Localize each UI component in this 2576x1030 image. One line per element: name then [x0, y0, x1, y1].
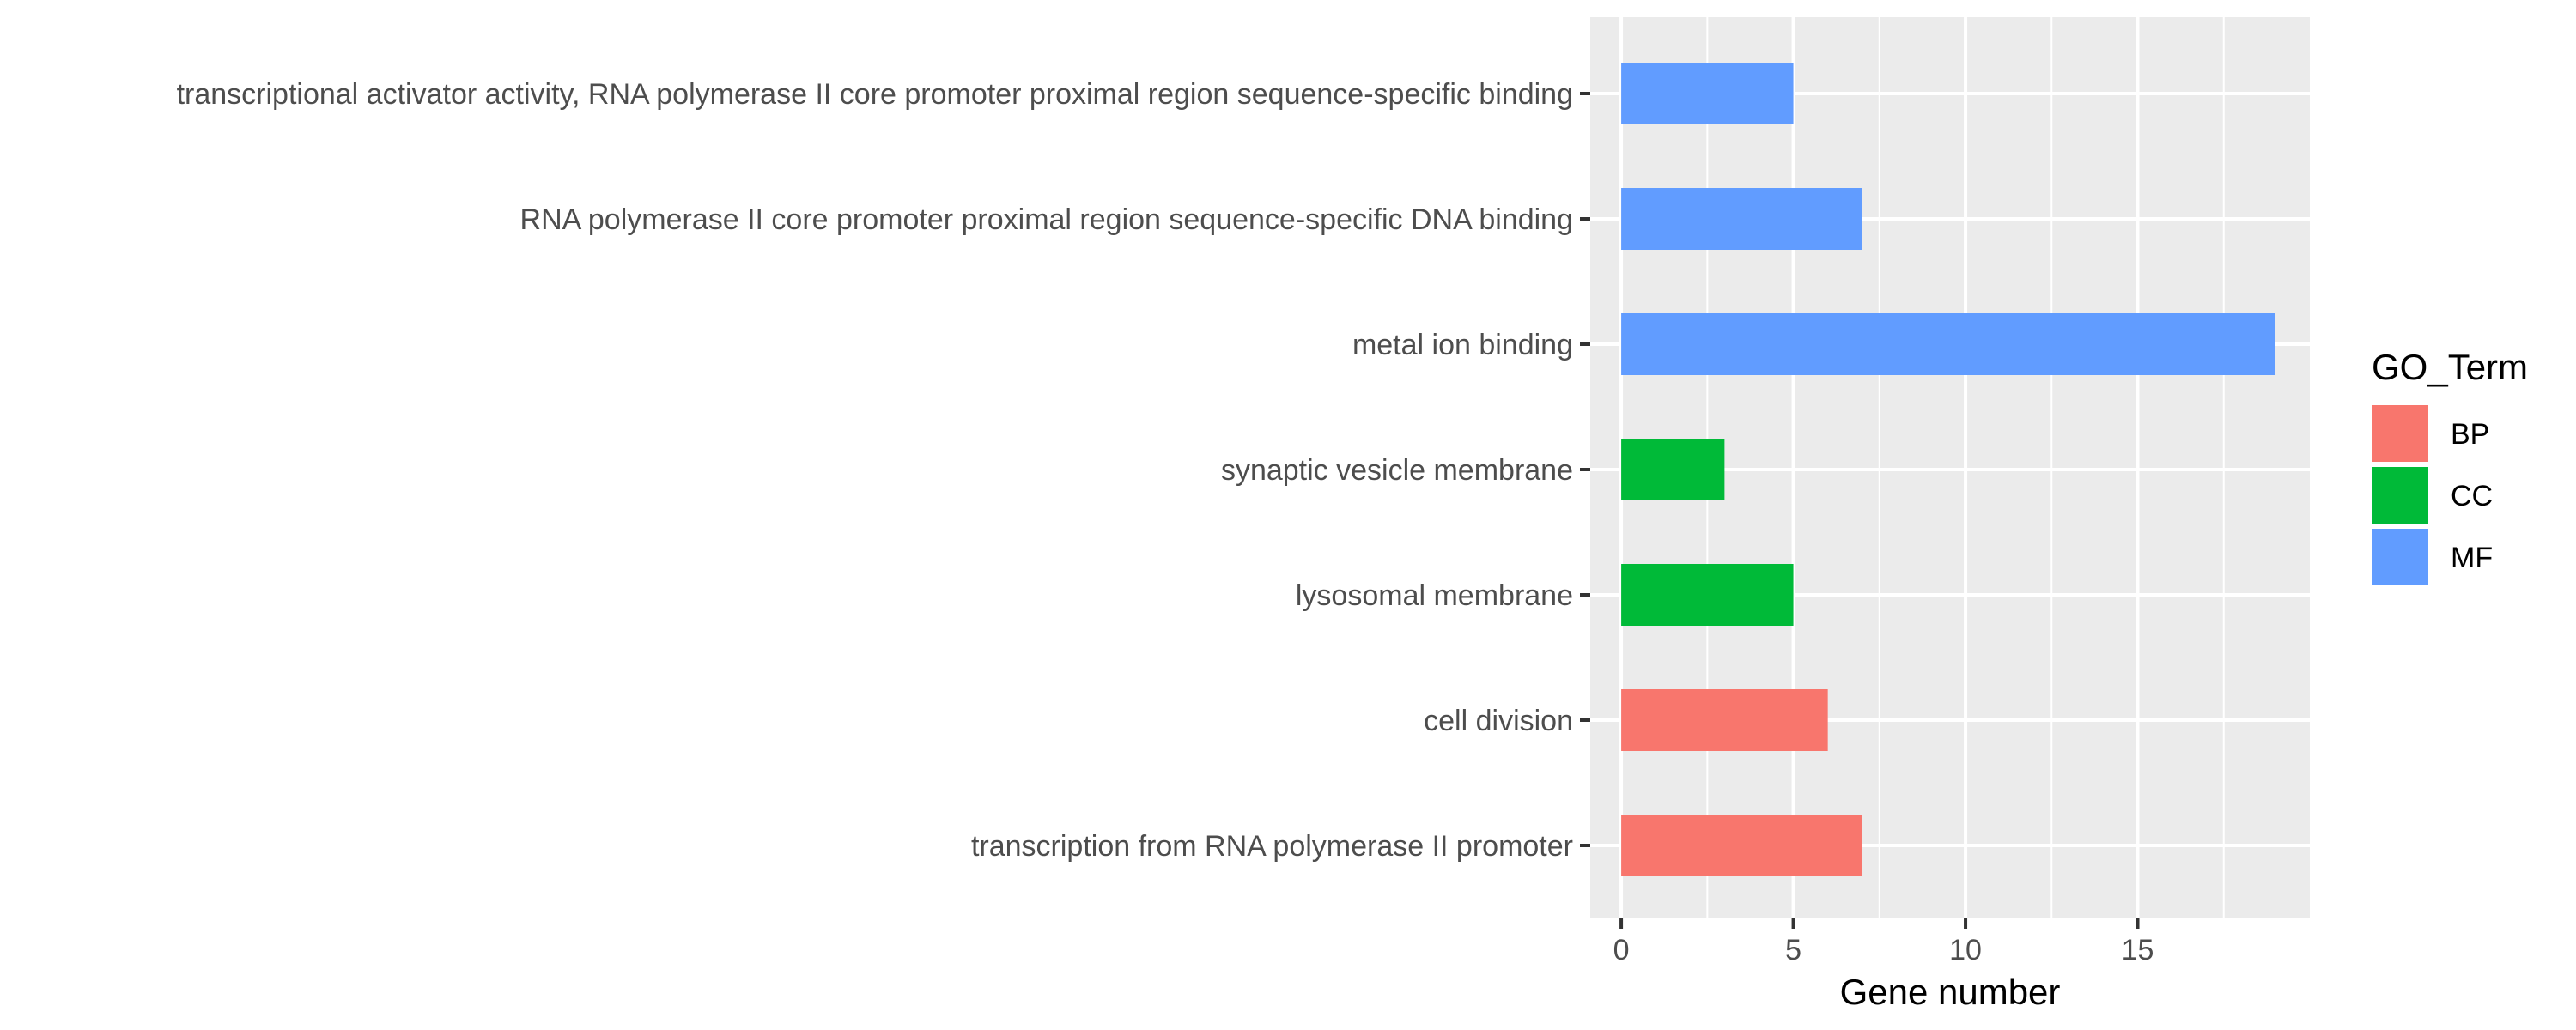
x-tick-label: 15 — [2122, 934, 2154, 966]
legend-label-cc: CC — [2451, 480, 2493, 512]
x-axis-title: Gene number — [1840, 972, 2061, 1012]
bar-cc — [1621, 564, 1794, 626]
x-tick-label: 5 — [1785, 934, 1801, 966]
category-label: transcription from RNA polymerase II pro… — [971, 830, 1573, 863]
category-label: synaptic vesicle membrane — [1221, 454, 1573, 487]
category-label: cell division — [1424, 705, 1573, 737]
bar-cc — [1621, 439, 1725, 500]
bar-mf — [1621, 63, 1794, 124]
bar-mf — [1621, 188, 1862, 250]
bar-mf — [1621, 313, 2275, 375]
legend-label-bp: BP — [2451, 418, 2489, 451]
legend-key-mf — [2372, 529, 2428, 585]
category-label: lysosomal membrane — [1296, 579, 1573, 612]
legend-title: GO_Term — [2372, 347, 2528, 387]
category-label: transcriptional activator activity, RNA … — [177, 78, 1573, 111]
x-tick-label: 0 — [1613, 934, 1630, 966]
x-tick-label: 10 — [1949, 934, 1982, 966]
category-label: metal ion binding — [1352, 329, 1573, 361]
category-label: RNA polymerase II core promoter proximal… — [520, 203, 1573, 236]
bar-bp — [1621, 689, 1828, 751]
legend-key-cc — [2372, 467, 2428, 524]
legend-key-bp — [2372, 405, 2428, 462]
legend-label-mf: MF — [2451, 542, 2493, 574]
bar-bp — [1621, 815, 1862, 876]
